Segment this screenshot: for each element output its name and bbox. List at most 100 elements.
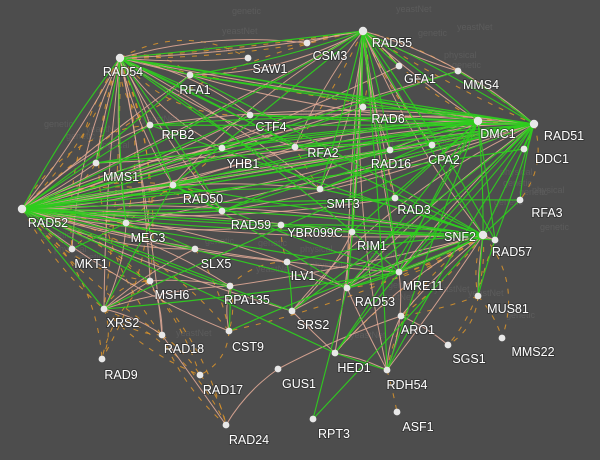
graph-node-cpa2[interactable] [428, 141, 436, 149]
edge-yeastnet [21, 208, 348, 289]
graph-node-sgs1[interactable] [444, 341, 452, 349]
edge-genetic [119, 57, 151, 126]
graph-node-rad52[interactable] [17, 204, 27, 214]
edge-genetic [386, 234, 484, 371]
graph-node-mkt1[interactable] [68, 245, 76, 253]
graph-node-rad53[interactable] [343, 284, 351, 292]
node-label-ddc1: DDC1 [535, 152, 569, 166]
graph-node-rad17[interactable] [196, 371, 204, 379]
node-label-hed1: HED1 [337, 361, 370, 375]
graph-node-rad55[interactable] [358, 26, 368, 36]
node-label-rad55: RAD55 [372, 36, 412, 50]
node-label-rad9: RAD9 [104, 368, 137, 382]
edge-yeastnet [21, 114, 251, 210]
graph-node-mus81[interactable] [474, 292, 482, 300]
graph-node-saw1[interactable] [244, 54, 252, 62]
graph-node-dmc1[interactable] [473, 116, 483, 126]
edge-yeastnet [95, 57, 121, 164]
graph-node-mre11[interactable] [395, 268, 403, 276]
node-label-dmc1: DMC1 [480, 127, 515, 141]
edge-physical [189, 30, 364, 76]
edge-yeastnet [477, 234, 484, 297]
node-label-rad17: RAD17 [203, 383, 243, 397]
graph-node-rim1[interactable] [348, 228, 356, 236]
graph-node-rfa1[interactable] [186, 71, 194, 79]
node-label-rad3: RAD3 [397, 203, 430, 217]
graph-node-snf2[interactable] [478, 230, 488, 240]
graph-node-yhb1[interactable] [218, 144, 226, 152]
graph-node-mms1[interactable] [92, 159, 100, 167]
graph-node-rad57[interactable] [491, 236, 499, 244]
edge-yeastnet [362, 30, 496, 241]
graph-node-rpt3[interactable] [309, 415, 317, 423]
node-label-rad59: RAD59 [231, 218, 271, 232]
graph-node-rad9[interactable] [98, 355, 106, 363]
node-label-mec3: MEC3 [131, 231, 166, 245]
edge-yeastnet [346, 120, 479, 289]
edge-yeastnet [21, 208, 484, 236]
edge-yeastnet [386, 123, 535, 371]
graph-node-rpa135[interactable] [226, 282, 234, 290]
graph-node-gfa1[interactable] [395, 62, 403, 70]
edge-genetic [362, 30, 459, 72]
graph-node-rad50[interactable] [169, 181, 177, 189]
edge-yeastnet [21, 124, 151, 210]
graph-node-hed1[interactable] [331, 349, 339, 357]
graph-node-cst9[interactable] [225, 327, 233, 335]
graph-node-rad59[interactable] [218, 207, 226, 215]
edge-genetic [21, 208, 227, 426]
edge-yeastnet [334, 120, 479, 354]
edge-physical [21, 208, 484, 238]
graph-node-rad54[interactable] [115, 53, 125, 63]
edge-physical [362, 30, 535, 125]
edge-yeastnet [21, 208, 400, 273]
node-label-aro1: ARO1 [401, 323, 435, 337]
graph-node-rad6[interactable] [359, 103, 367, 111]
node-layer[interactable] [17, 26, 539, 429]
edge-yeastnet [519, 123, 535, 201]
edge-genetic [400, 295, 479, 317]
node-label-slx5: SLX5 [201, 257, 232, 271]
node-label-rad50: RAD50 [183, 192, 223, 206]
graph-node-csm3[interactable] [303, 39, 311, 47]
graph-node-mms22[interactable] [498, 334, 506, 342]
graph-node-rad24[interactable] [222, 421, 230, 429]
graph-node-rfa2[interactable] [291, 143, 299, 151]
graph-node-smt3[interactable] [316, 185, 324, 193]
node-label-rad53: RAD53 [355, 295, 395, 309]
node-label-rad18: RAD18 [164, 342, 204, 356]
edge-yeastnet [346, 234, 484, 289]
graph-node-rad16[interactable] [386, 146, 394, 154]
graph-node-rdh54[interactable] [383, 366, 391, 374]
graph-node-rfa3[interactable] [516, 196, 524, 204]
graph-node-rad3[interactable] [391, 194, 399, 202]
graph-node-rad51[interactable] [529, 119, 539, 129]
edge-yeastnet [21, 208, 105, 310]
edge-yeastnet [312, 287, 348, 420]
graph-node-mec3[interactable] [122, 219, 130, 227]
graph-node-ddc1[interactable] [520, 145, 528, 153]
graph-node-slx5[interactable] [191, 245, 199, 253]
node-label-rad57: RAD57 [492, 245, 532, 259]
edge-genetic [101, 57, 150, 360]
edge-genetic [362, 30, 369, 108]
graph-node-srs2[interactable] [288, 307, 296, 315]
graph-node-gus1[interactable] [274, 365, 282, 373]
graph-node-ybr099c[interactable] [277, 221, 285, 229]
edge-genetic [199, 330, 230, 376]
graph-node-ctf4[interactable] [246, 111, 254, 119]
edge-genetic [21, 208, 127, 224]
edge-yeastnet [119, 57, 223, 212]
graph-node-rad18[interactable] [158, 331, 166, 339]
graph-node-msh6[interactable] [146, 277, 154, 285]
graph-node-xrs2[interactable] [100, 305, 108, 313]
graph-node-ilv1[interactable] [283, 258, 291, 266]
graph-node-asf1[interactable] [393, 408, 401, 416]
graph-node-aro1[interactable] [397, 312, 405, 320]
graph-node-mms4[interactable] [454, 67, 462, 75]
edge-genetic [362, 30, 535, 125]
edge-yeastnet [389, 123, 535, 151]
graph-node-rpb2[interactable] [146, 121, 154, 129]
